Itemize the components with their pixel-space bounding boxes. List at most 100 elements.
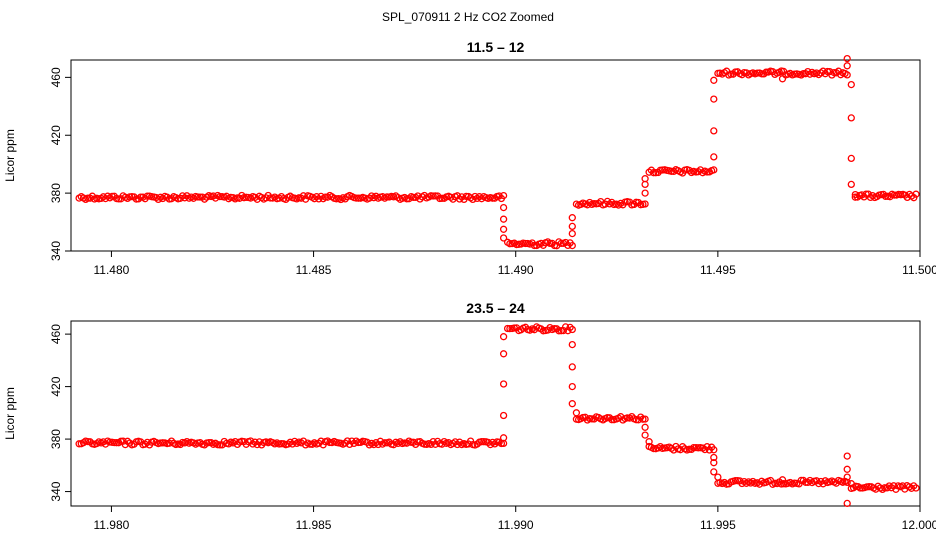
panel-top: 11.5 – 12 Licor ppm 11.480 11.485 11.490 11.4…	[3, 39, 936, 277]
data-point	[568, 340, 576, 349]
data-point	[710, 95, 718, 103]
data-point	[637, 413, 645, 421]
data-point	[310, 195, 319, 203]
data-point	[710, 166, 718, 174]
data-point	[568, 325, 576, 334]
plot-frame	[70, 59, 921, 252]
data-point	[645, 438, 653, 446]
y-tick-label: 380	[49, 183, 63, 203]
data-point	[499, 191, 508, 200]
data-point	[290, 437, 299, 446]
data-point	[484, 438, 492, 447]
figure-title: SPL_070911 2 Hz CO2 Zoomed	[382, 10, 554, 24]
x-tick-label: 11.995	[700, 518, 736, 532]
data-point	[847, 180, 855, 189]
data-point	[685, 166, 693, 175]
data-point	[341, 439, 349, 447]
y-tick-label: 340	[49, 241, 63, 261]
data-point	[731, 477, 740, 485]
data-point	[499, 203, 508, 212]
scatter-points	[75, 54, 920, 250]
data-point	[843, 473, 851, 481]
data-point	[167, 437, 176, 445]
scatter-points	[75, 323, 920, 508]
data-point	[488, 194, 497, 202]
data-point	[847, 154, 855, 163]
data-point	[405, 195, 413, 203]
data-point	[238, 191, 246, 200]
data-point	[714, 473, 722, 481]
data-point	[499, 380, 508, 388]
data-point	[630, 200, 638, 209]
data-point	[879, 190, 888, 199]
data-point	[641, 423, 649, 431]
data-point	[499, 225, 508, 233]
data-point	[801, 70, 810, 78]
data-point	[843, 499, 851, 508]
data-point	[530, 241, 539, 250]
data-point	[912, 484, 920, 492]
data-point	[806, 70, 814, 78]
data-point	[165, 439, 173, 447]
data-point	[851, 190, 859, 199]
data-point	[572, 409, 581, 417]
data-point	[200, 195, 209, 203]
data-point	[568, 241, 576, 250]
data-point	[690, 443, 698, 452]
data-point	[710, 453, 718, 462]
data-point	[649, 169, 658, 177]
data-point	[566, 323, 574, 332]
plot-frame	[70, 320, 921, 507]
data-point	[341, 195, 349, 203]
data-point	[710, 446, 718, 454]
y-axis-label: Licor ppm	[3, 387, 17, 440]
data-point	[843, 478, 851, 487]
data-point	[176, 440, 184, 449]
data-point	[455, 195, 464, 203]
data-point	[499, 234, 508, 242]
x-tick-label: 11.490	[498, 263, 534, 277]
data-point	[477, 438, 486, 446]
data-point	[499, 333, 508, 341]
data-point	[499, 215, 508, 223]
data-point	[815, 479, 823, 488]
y-axis-label: Licor ppm	[3, 129, 17, 182]
data-point	[843, 62, 851, 70]
data-point	[154, 195, 162, 204]
data-point	[559, 326, 568, 335]
data-point	[641, 431, 649, 439]
data-point	[843, 465, 851, 473]
data-point	[568, 363, 576, 371]
data-point	[216, 441, 224, 449]
data-point	[553, 325, 561, 333]
data-point	[641, 415, 649, 423]
data-point	[403, 439, 411, 447]
data-point	[486, 440, 495, 449]
data-point	[499, 434, 508, 442]
panel-title: 23.5 – 24	[466, 300, 525, 316]
panel-bottom: 23.5 – 24 Licor ppm 11.980 11.985 11.990 11.9…	[3, 300, 936, 532]
data-point	[299, 437, 308, 445]
y-tick-label: 420	[49, 376, 63, 396]
panel-title: 11.5 – 12	[467, 39, 525, 55]
data-point	[503, 324, 512, 333]
data-point	[475, 193, 484, 201]
data-point	[641, 200, 649, 208]
data-point	[641, 175, 649, 183]
data-point	[112, 439, 121, 447]
data-point	[703, 168, 711, 176]
data-point	[568, 229, 576, 238]
data-point	[912, 190, 920, 198]
y-tick-label: 460	[49, 67, 63, 87]
data-point	[499, 350, 508, 358]
data-point	[381, 439, 389, 447]
data-point	[667, 167, 676, 175]
data-point	[499, 411, 508, 420]
x-tick-label: 11.495	[700, 263, 736, 277]
x-tick-label: 11.500	[902, 263, 936, 277]
data-point	[181, 194, 189, 202]
data-point	[710, 153, 718, 161]
data-point	[847, 480, 855, 488]
data-point	[843, 54, 851, 63]
